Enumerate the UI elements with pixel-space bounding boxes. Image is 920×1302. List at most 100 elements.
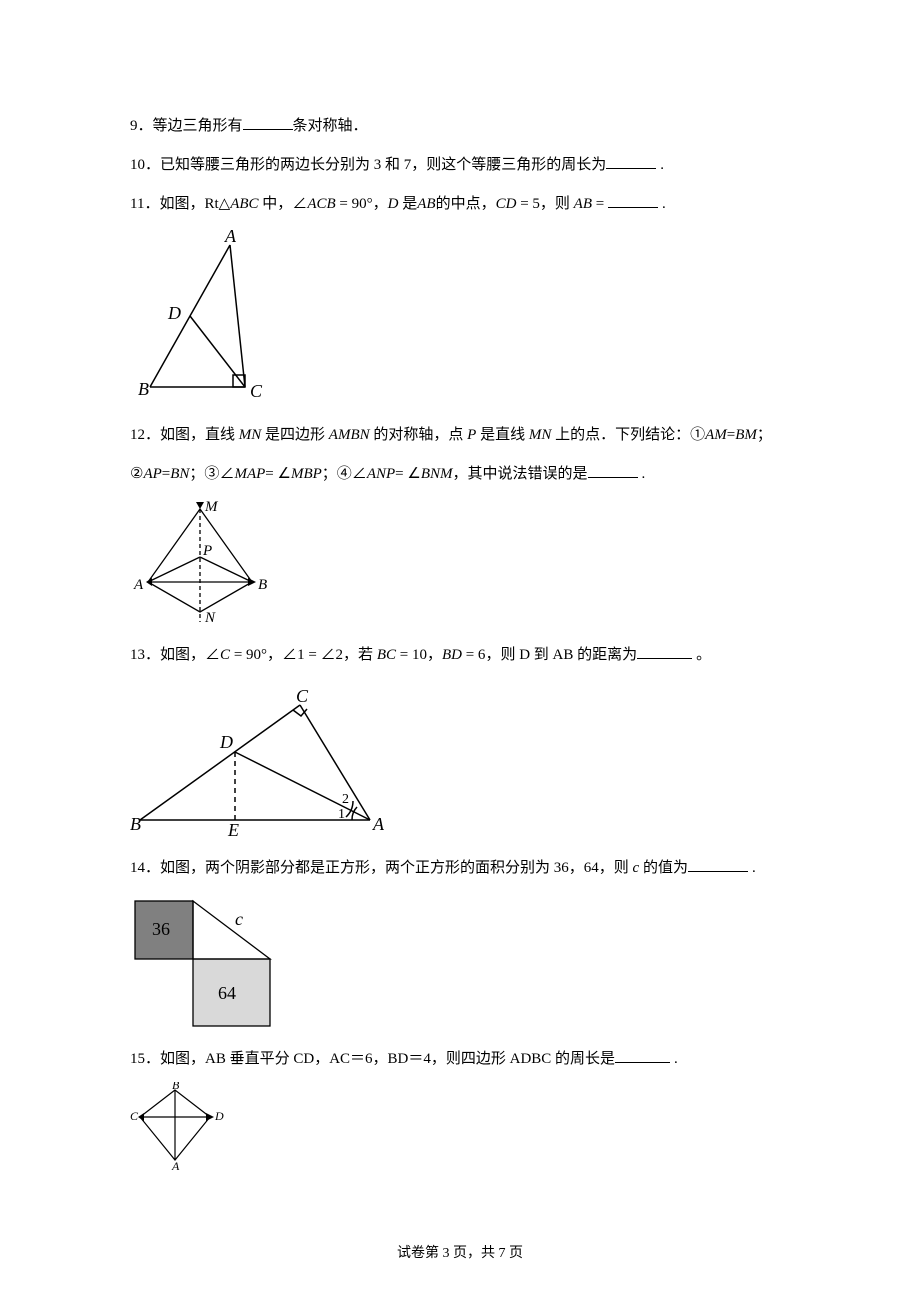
q11-num: 11． <box>130 196 159 212</box>
q15-num: 15． <box>130 1051 160 1067</box>
q12-c2f: = <box>395 466 407 482</box>
q10-num: 10． <box>130 157 160 173</box>
question-9: 9．等边三角形有 条对称轴． <box>130 110 790 143</box>
q13-c3: ， <box>427 647 442 663</box>
q11-cd: CD <box>496 196 517 212</box>
q11-eq5: = 5 <box>516 196 539 212</box>
q13-blank <box>637 644 692 659</box>
q12-ang3b: ∠ <box>278 466 291 482</box>
question-14: 14．如图，两个阴影部分都是正方形，两个正方形的面积分别为 36，64，则 c … <box>130 852 790 885</box>
q13-c4: ，则 D 到 AB 的距离为 <box>485 647 637 663</box>
q13-eq6: = 6 <box>462 647 485 663</box>
figure-15: B C D A <box>130 1082 790 1172</box>
q12-ang3: ∠ <box>219 466 234 482</box>
q12-bnm: BNM <box>421 466 453 482</box>
q11-acb: ACB <box>307 196 335 212</box>
footer-text: 试卷第 3 页，共 7 页 <box>397 1246 523 1261</box>
q11-ang: ∠ <box>292 196 307 212</box>
q12-ang4: ∠ <box>352 466 367 482</box>
q13-ang1: ∠ <box>205 647 220 663</box>
q11-abc: ABC <box>230 196 258 212</box>
q12-mn2: MN <box>529 427 552 443</box>
q11-a: 如图，Rt <box>159 196 218 212</box>
q11-ab2: AB <box>574 196 592 212</box>
q15-blank <box>615 1048 670 1063</box>
q12-p: P <box>467 427 476 443</box>
fig13-A: A <box>372 814 385 834</box>
q12-mn1: MN <box>239 427 262 443</box>
question-11: 11．如图，Rt△ABC 中，∠ACB = 90°，D 是AB的中点，CD = … <box>130 188 790 221</box>
q13-c1: ， <box>267 647 282 663</box>
q15-t1: 如图，AB 垂直平分 CD，AC＝6，BD＝4，则四边形 ADBC 的周长是 <box>160 1051 615 1067</box>
q12-c2e: ；④ <box>322 466 352 482</box>
question-13: 13．如图，∠C = 90°，∠1 = ∠2，若 BC = 10，BD = 6，… <box>130 639 790 672</box>
q12-tail: . <box>642 466 646 482</box>
q12-c2d: = <box>265 466 277 482</box>
q13-eq90: = 90° <box>230 647 267 663</box>
q13-eq: = <box>305 647 321 663</box>
q15-tail: . <box>674 1051 678 1067</box>
q9-num: 9． <box>130 118 153 134</box>
q12-l1c: 的对称轴，点 <box>370 427 468 443</box>
q9-blank <box>243 115 293 130</box>
q9-text-b: 条对称轴． <box>293 118 368 134</box>
q13-t1: 如图， <box>160 647 205 663</box>
q12-bn: BN <box>170 466 189 482</box>
fig14-36: 36 <box>152 919 170 939</box>
q11-eq90: = 90° <box>336 196 373 212</box>
q12-c2c: ；③ <box>189 466 219 482</box>
q13-bc: BC <box>377 647 396 663</box>
fig12-A: A <box>133 577 144 593</box>
q12-num: 12． <box>130 427 160 443</box>
fig13-n1: 1 <box>338 807 345 822</box>
q13-ang3: ∠ <box>321 647 336 663</box>
figure-11: A B C D <box>130 227 790 407</box>
q13-c2: ，若 <box>343 647 377 663</box>
fig15-B: B <box>172 1082 180 1092</box>
page-footer: 试卷第 3 页，共 7 页 <box>0 1242 920 1262</box>
fig15-D: D <box>214 1109 224 1123</box>
q13-num: 13． <box>130 647 160 663</box>
q10-text-a: 已知等腰三角形的两边长分别为 3 和 7，则这个等腰三角形的周长为 <box>160 157 606 173</box>
q11-blank <box>608 193 658 208</box>
q13-one: 1 <box>297 647 305 663</box>
q12-l1b: 是四边形 <box>261 427 329 443</box>
fig13-n2: 2 <box>342 792 349 807</box>
q9-text-a: 等边三角形有 <box>153 118 243 134</box>
fig11-A: A <box>224 227 237 246</box>
q12-l1e: 上的点．下列结论：① <box>551 427 705 443</box>
q12-am: AM <box>705 427 727 443</box>
q12-ang4b: ∠ <box>407 466 420 482</box>
q13-ang2: ∠ <box>282 647 297 663</box>
q14-tail: . <box>752 860 756 876</box>
fig13-D: D <box>219 732 233 752</box>
q14-t1: 如图，两个阴影部分都是正方形，两个正方形的面积分别为 36，64，则 <box>160 860 633 876</box>
q14-num: 14． <box>130 860 160 876</box>
question-12-line2: ②AP=BN；③∠MAP= ∠MBP；④∠ANP= ∠BNM，其中说法错误的是. <box>130 458 790 491</box>
q12-c2b: = <box>162 466 170 482</box>
q14-blank <box>688 857 748 872</box>
fig15-A: A <box>171 1159 180 1172</box>
question-15: 15．如图，AB 垂直平分 CD，AC＝6，BD＝4，则四边形 ADBC 的周长… <box>130 1043 790 1076</box>
q11-mid2: 的中点， <box>436 196 496 212</box>
fig11-C: C <box>250 381 263 401</box>
q12-ambn: AMBN <box>329 427 370 443</box>
q12-l1d: 是直线 <box>476 427 529 443</box>
q12-c2g: ，其中说法错误的是 <box>453 466 588 482</box>
q11-mid1: 中， <box>259 196 293 212</box>
fig12-N: N <box>204 610 216 626</box>
q13-tail: 。 <box>696 647 711 663</box>
fig14-c: c <box>235 909 243 929</box>
fig11-D: D <box>167 303 181 323</box>
q13-bd: BD <box>442 647 462 663</box>
q12-anp: ANP <box>367 466 395 482</box>
q11-ab1: AB <box>417 196 435 212</box>
q12-bm: BM <box>735 427 757 443</box>
q12-mbp: MBP <box>291 466 322 482</box>
q11-eq: = <box>592 196 608 212</box>
q11-c2: ，则 <box>540 196 574 212</box>
q11-tri: △ <box>219 196 231 212</box>
fig15-C: C <box>130 1109 139 1123</box>
fig14-64: 64 <box>218 983 236 1003</box>
q12-ap: AP <box>143 466 161 482</box>
